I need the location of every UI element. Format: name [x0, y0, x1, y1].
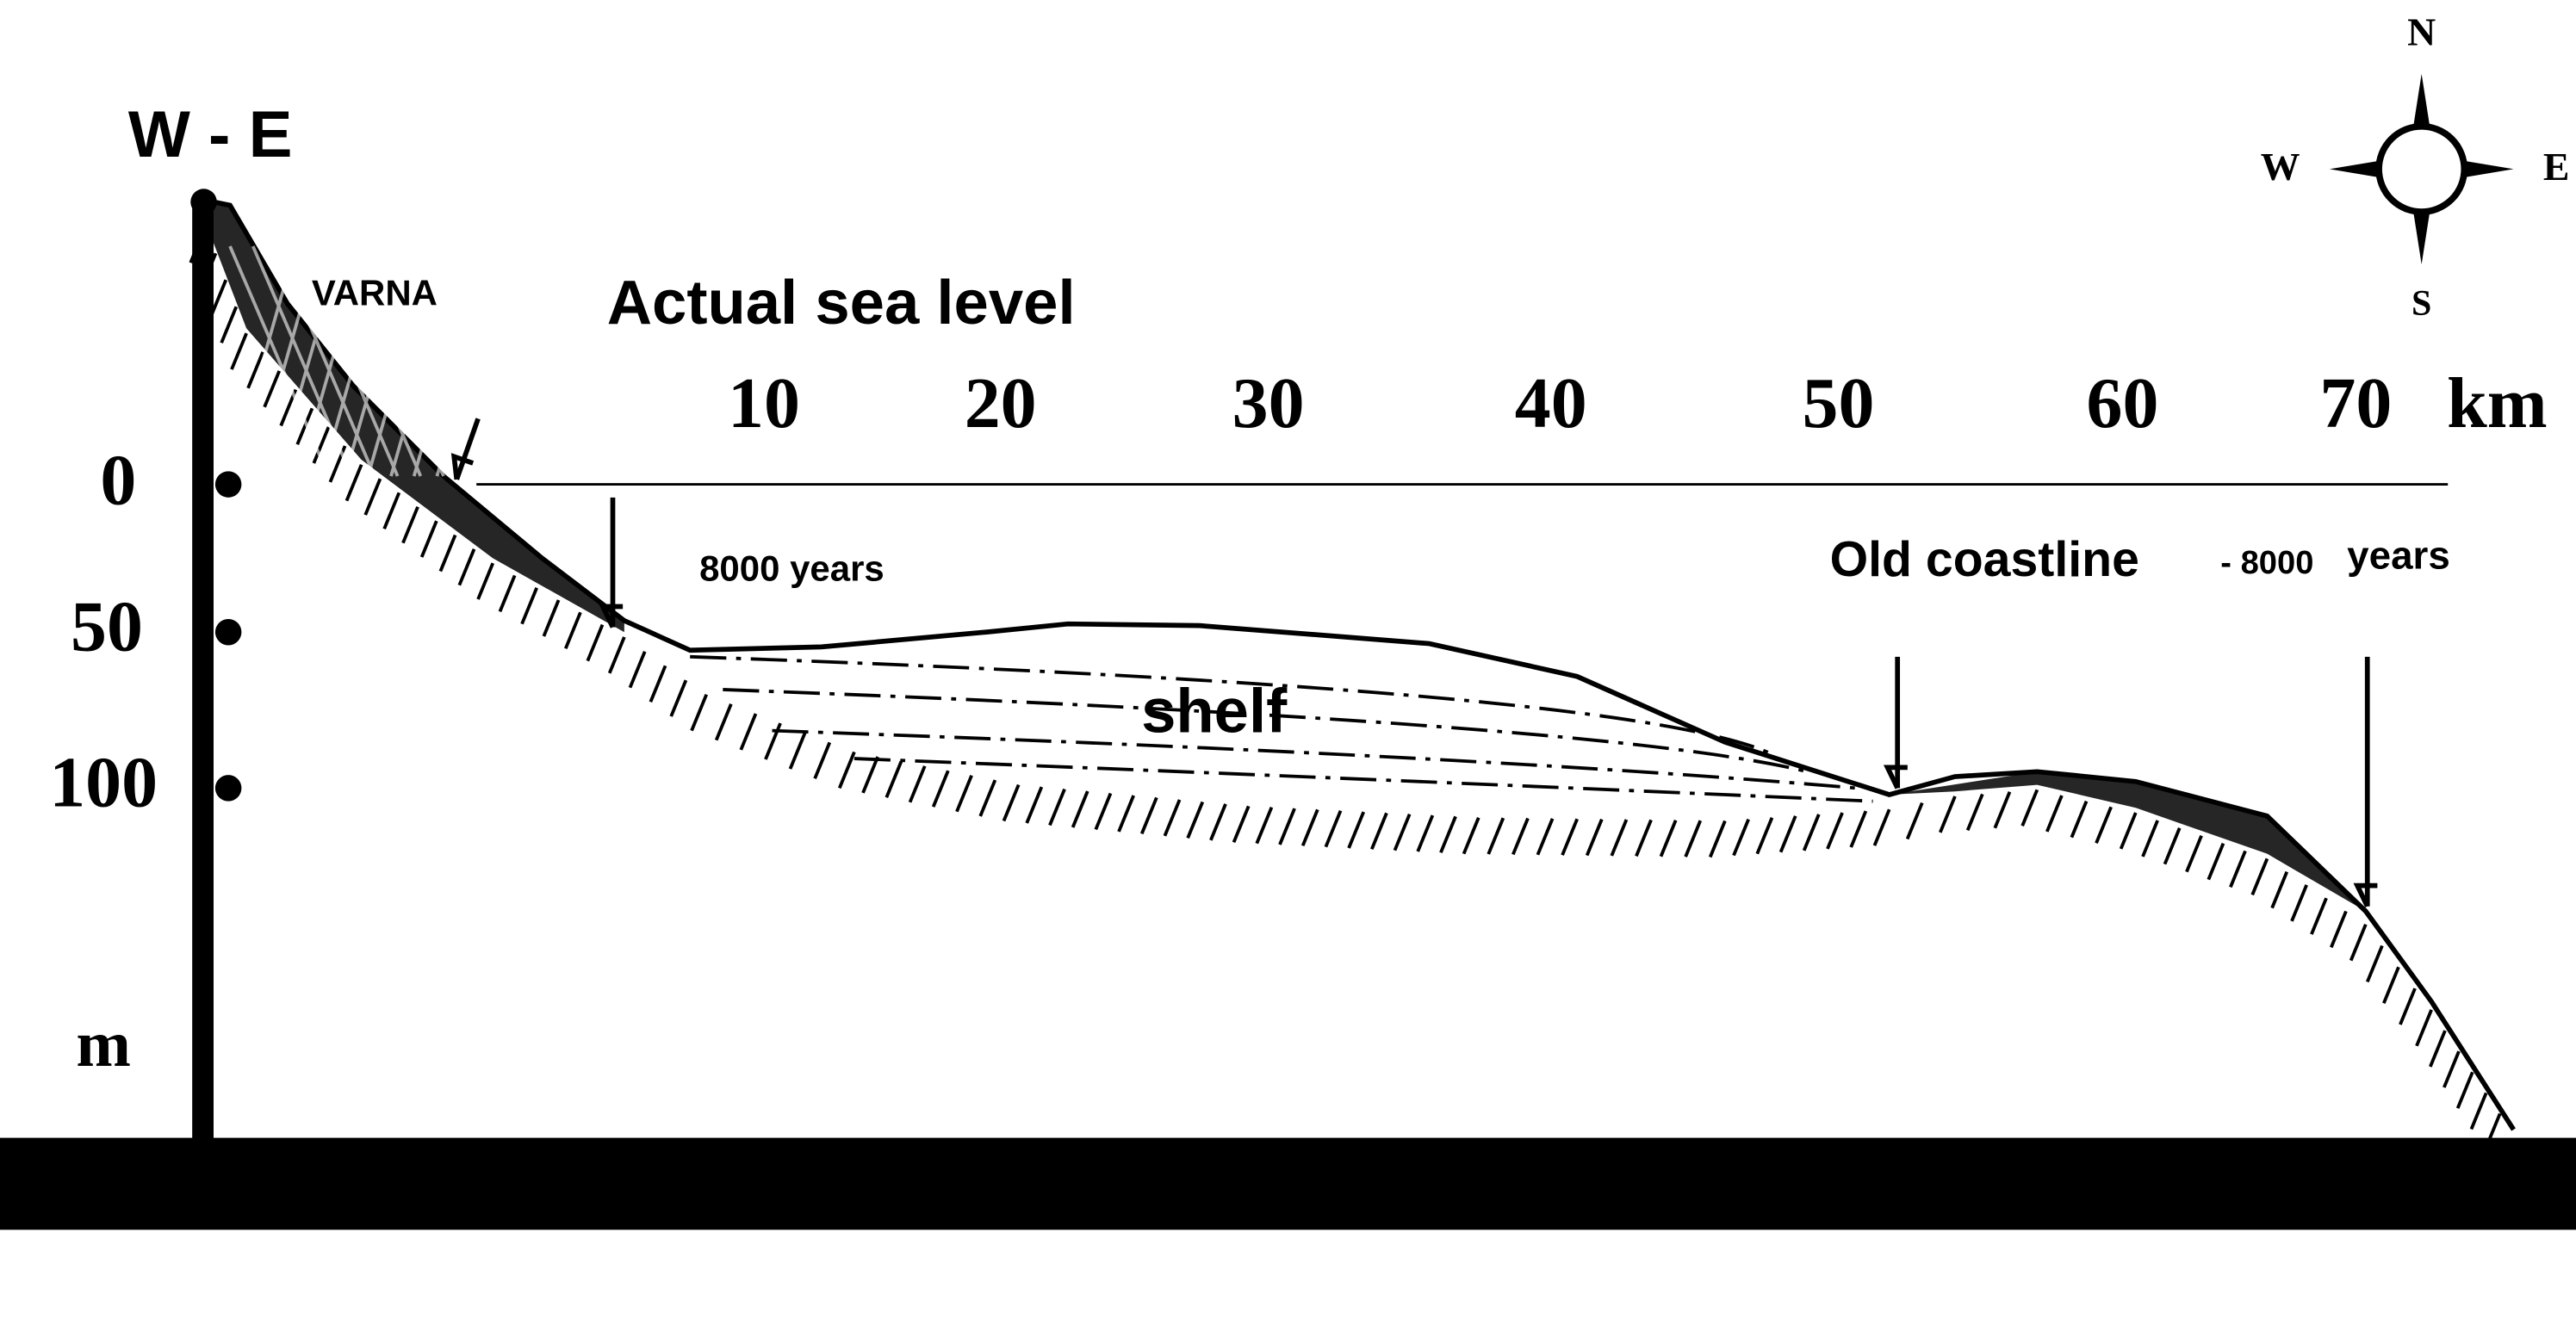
compass-ring: [2375, 123, 2468, 215]
arrow-head: [1883, 765, 1908, 789]
compass-label: N: [2407, 9, 2436, 53]
compass-label: S: [2412, 284, 2431, 324]
base-band: [0, 1137, 2576, 1230]
arrow-head: [2353, 882, 2378, 907]
depth-label: 50: [71, 586, 143, 666]
depth-tick: [214, 618, 242, 646]
sediment-layer: [723, 688, 1808, 774]
arrow-head: [450, 453, 475, 480]
marker-label: years: [2347, 533, 2450, 577]
compass: N S W E: [2261, 9, 2570, 324]
compass-points: [2329, 73, 2514, 265]
sediment-body: [205, 200, 624, 633]
depth-label: 0: [100, 441, 136, 521]
compass-label: W: [2261, 145, 2300, 189]
sediment-layer: [772, 728, 1857, 790]
distance-unit: km: [2447, 363, 2548, 443]
arrow-shaft: [454, 418, 481, 480]
sediment-layer: [690, 654, 1775, 757]
arrow-head: [599, 604, 624, 628]
distance-label: 60: [2087, 363, 2159, 443]
sediment-layer: [853, 757, 1873, 803]
depth-tick: [214, 775, 242, 802]
sea-level-label: Actual sea level: [607, 268, 1076, 337]
shelf-label: shelf: [1141, 677, 1288, 746]
city-label: VARNA: [312, 272, 438, 313]
old-coastline-label: Old coastline: [1830, 532, 2139, 587]
distance-label: 70: [2319, 363, 2392, 443]
marker-label: - 8000: [2220, 544, 2313, 581]
seabed-profile: [189, 197, 2516, 1151]
distance-label: 10: [728, 363, 800, 443]
direction-label: W - E: [128, 98, 293, 171]
bedrock-hatch: [189, 226, 2502, 1151]
marker-label: 8000 years: [699, 548, 885, 589]
distance-label: 20: [965, 363, 1037, 443]
sediment-body: [1889, 771, 2366, 912]
depth-unit: m: [76, 1007, 131, 1080]
depth-axis-bar: [192, 196, 214, 1142]
depth-tick: [214, 471, 242, 498]
distance-label: 50: [1803, 363, 1875, 443]
seabed-line: [204, 197, 2516, 1131]
depth-label: 100: [49, 743, 158, 823]
arrows: [450, 418, 2378, 907]
compass-label: E: [2543, 145, 2570, 189]
distance-label: 40: [1515, 363, 1587, 443]
deposit-hatch: [228, 245, 584, 477]
distance-label: 30: [1232, 363, 1305, 443]
